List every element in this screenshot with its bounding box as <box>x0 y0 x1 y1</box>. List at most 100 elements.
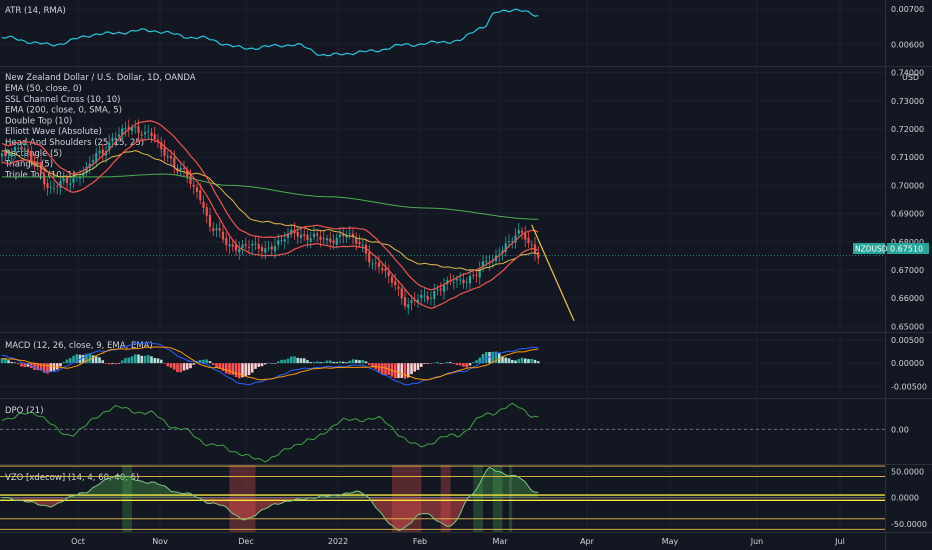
candle-body <box>514 235 517 243</box>
y-tick-label: 0.00700 <box>891 5 924 14</box>
candle-body <box>273 245 277 252</box>
candle-body <box>147 131 150 133</box>
indicator-legend-item[interactable]: Triple Top (10, 1) <box>4 170 76 180</box>
y-tick-label: 0.00600 <box>891 41 924 50</box>
candle-body <box>98 150 101 154</box>
candle-body <box>140 134 143 136</box>
candle-body <box>345 235 348 238</box>
candle-body <box>26 149 30 153</box>
macd-histogram-bar <box>20 363 23 367</box>
macd-histogram-bar <box>88 353 92 364</box>
candle-body <box>228 244 231 247</box>
macd-histogram-bar <box>104 363 108 364</box>
dpo-label: DPO (21) <box>5 406 44 416</box>
candle-body <box>452 282 455 283</box>
candle-body <box>296 231 299 237</box>
indicator-legend-item[interactable]: EMA (200, close, 0, SMA, 5) <box>5 106 122 116</box>
candle-body <box>416 299 420 303</box>
macd-histogram-bar <box>273 363 277 364</box>
candle-body <box>212 228 215 232</box>
macd-histogram-bar <box>371 363 374 368</box>
x-tick-label: Dec <box>238 537 253 546</box>
macd-histogram-bar <box>449 362 452 364</box>
candle-body <box>387 271 390 276</box>
macd-histogram-bar <box>130 356 134 364</box>
candle-body <box>195 187 199 192</box>
candle-body <box>49 186 52 188</box>
candle-body <box>459 279 462 281</box>
macd-histogram-bar <box>419 363 423 367</box>
candle-body <box>254 243 257 245</box>
macd-histogram-bar <box>533 359 537 364</box>
macd-histogram-bar <box>458 363 462 366</box>
candle-body <box>251 244 254 246</box>
candle-body <box>78 177 82 179</box>
macd-histogram-bar <box>322 362 326 364</box>
macd-histogram-bar <box>335 362 339 364</box>
macd-histogram-bar <box>468 363 472 366</box>
candle-body <box>108 142 111 151</box>
macd-histogram-bar <box>481 353 485 364</box>
candle-body <box>472 275 475 277</box>
macd-histogram-bar <box>523 358 527 364</box>
candle-body <box>46 183 49 188</box>
macd-histogram-bar <box>68 358 72 364</box>
indicator-legend-item[interactable]: Rectangle (5) <box>5 149 62 159</box>
candle-body <box>65 177 69 184</box>
candle-body <box>270 246 273 250</box>
y-tick-label: 0.69000 <box>891 210 924 219</box>
candle-body <box>423 295 426 297</box>
macd-panel: MACD (12, 26, close, 9, EMA, EMA) 0.0050… <box>0 336 927 391</box>
macd-histogram-bar <box>205 359 209 364</box>
macd-histogram-bar <box>0 358 4 364</box>
vzo-sell-band <box>440 465 451 532</box>
macd-histogram-bar <box>98 357 101 364</box>
y-tick-label: 0.72000 <box>891 125 924 134</box>
candle-body <box>111 137 114 142</box>
macd-histogram-bar <box>302 358 306 364</box>
candle-body <box>179 168 182 171</box>
macd-histogram-bar <box>306 360 309 364</box>
macd-histogram-bar <box>530 358 534 364</box>
macd-histogram-bar <box>215 363 218 368</box>
x-tick-label: Apr <box>580 537 595 546</box>
macd-histogram-bar <box>494 351 498 364</box>
x-tick-label: Feb <box>413 537 427 546</box>
candle-body <box>277 240 280 245</box>
ema200-line <box>2 173 539 220</box>
macd-histogram-bar <box>244 363 248 376</box>
candle-body <box>478 268 481 278</box>
candle-body <box>468 276 472 284</box>
macd-histogram-bar <box>10 361 14 364</box>
indicator-legend-item[interactable]: Head And Shoulders (25, 15, 25) <box>5 138 144 148</box>
indicator-legend-item[interactable]: Double Top (10) <box>5 116 72 126</box>
macd-histogram-bar <box>263 363 267 365</box>
macd-histogram-bar <box>319 362 322 364</box>
macd-histogram-bar <box>221 363 225 371</box>
macd-histogram-bar <box>390 363 394 377</box>
candle-body <box>156 139 160 142</box>
price-panel[interactable]: New Zealand Dollar / U.S. Dollar, 1D, OA… <box>0 69 924 332</box>
atr-line <box>1 8 539 57</box>
y-tick-label: 0.70000 <box>891 181 924 190</box>
macd-histogram-bar <box>23 363 27 367</box>
indicator-legend-item[interactable]: SSL Channel Cross (10, 10) <box>5 95 121 105</box>
indicator-legend-item[interactable]: Triangle (5) <box>4 160 53 170</box>
indicator-legend-item[interactable]: EMA (50, close, 0) <box>5 84 82 94</box>
candle-body <box>257 244 260 249</box>
candle-body <box>143 132 147 135</box>
macd-histogram-bar <box>42 363 46 373</box>
vzo-buy-band <box>509 465 513 532</box>
indicator-legend-item[interactable]: Elliott Wave (Absolute) <box>5 127 102 137</box>
projection-line <box>531 224 575 321</box>
macd-histogram-bar <box>189 363 192 369</box>
candle-body <box>231 244 234 247</box>
macd-histogram-bar <box>536 361 540 364</box>
macd-histogram-bar <box>257 363 261 367</box>
macd-histogram-bar <box>176 363 179 373</box>
macd-histogram-bar <box>101 360 105 364</box>
macd-histogram-bar <box>7 360 10 364</box>
last-price-badge <box>887 243 929 254</box>
